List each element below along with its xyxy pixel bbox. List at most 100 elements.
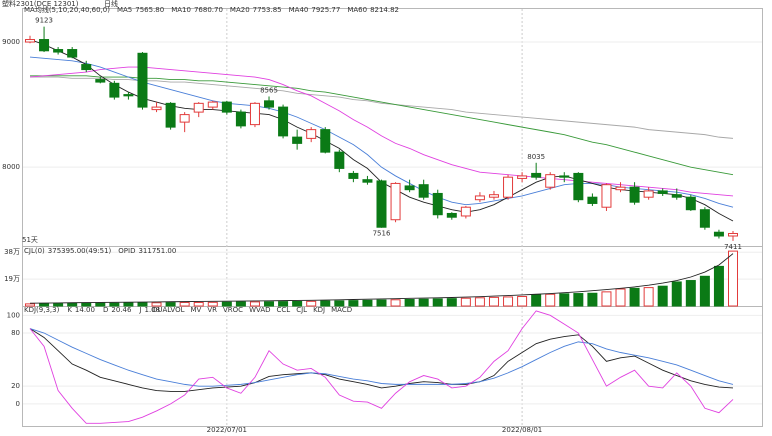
volume-bar [137, 302, 148, 307]
volume-bar [460, 297, 471, 307]
volume-bar [503, 296, 514, 307]
volume-bar [264, 301, 275, 307]
volume-bar [432, 298, 443, 307]
volume-bar [235, 301, 246, 307]
candle-body [151, 106, 162, 111]
kdj-line [29, 328, 734, 387]
volume-bar [559, 293, 570, 307]
y-tick-label: 9000 [2, 38, 20, 46]
volume-bar [629, 287, 640, 307]
volume-bar [545, 293, 556, 307]
y-tick-label: 0 [16, 400, 20, 408]
legend-text: 7925.77 [311, 6, 340, 14]
volume-bar [348, 300, 359, 307]
indicator-tab[interactable]: VR [207, 306, 217, 314]
candle-body [545, 174, 556, 188]
volume-bar [601, 291, 612, 307]
legend-text: OPID [118, 247, 135, 255]
candle-body [699, 209, 710, 228]
legend-text: 20.46 [111, 306, 132, 314]
volume-bar [95, 302, 106, 307]
y-tick-label: 80 [11, 329, 20, 337]
high-label: 8035 [527, 153, 545, 161]
volume-bar [587, 292, 598, 307]
volume-bar [671, 281, 682, 307]
volume-bar [657, 285, 668, 307]
indicator-tab[interactable]: WVAD [249, 306, 270, 314]
volume-bar [179, 301, 190, 307]
candle-body [320, 129, 331, 153]
candle-body [179, 114, 190, 123]
legend-text: 375395.00(49:51) [48, 247, 112, 255]
legend-text: KDJ(9,3,3) [24, 306, 60, 314]
volume-bar [25, 303, 35, 307]
kdj-line [29, 310, 734, 424]
legend-text: 14.00 [75, 306, 95, 314]
legend-text: 7753.85 [253, 6, 282, 14]
candle-body [404, 185, 415, 191]
volume-bar [249, 301, 260, 307]
candle-body [432, 192, 443, 216]
candle-body [292, 136, 303, 144]
indicator-tab[interactable]: VROC [223, 306, 243, 314]
candle-body [67, 49, 78, 58]
volume-bar [221, 301, 232, 307]
symbol: 塑料2301(DCE 12301) [2, 0, 79, 8]
volume-bar [193, 301, 204, 307]
volume-bar [728, 250, 738, 307]
indicator-tab[interactable]: DUALVOL [152, 306, 185, 314]
candle-body [446, 212, 457, 218]
y-tick-label: 38万 [4, 248, 20, 256]
high-label: 9123 [35, 17, 53, 25]
volume-bar [292, 300, 303, 307]
volume-bar [67, 302, 78, 307]
candle-body [615, 186, 626, 191]
candle-body [95, 79, 106, 83]
volume-bar [643, 287, 654, 307]
candle-body [573, 172, 584, 201]
candle-body [109, 82, 120, 98]
candle-body [376, 180, 387, 228]
legend-text: MA5 [117, 6, 132, 14]
volume-bar [207, 301, 218, 307]
candle-body [264, 100, 275, 108]
legend-text: 1.08 [144, 306, 160, 314]
legend-text: MA均线(5,10,20,40,60,0) [24, 5, 110, 14]
volume-bar [573, 293, 584, 307]
volume-bar [278, 301, 289, 307]
x-tick-label: 2022/07/01 [207, 426, 247, 434]
volume-bar [109, 302, 120, 307]
candle-body [474, 195, 485, 201]
low-label: 7516 [373, 230, 391, 238]
volume-bar [446, 298, 457, 307]
indicator-tab[interactable]: CCL [277, 306, 291, 314]
candle-body [334, 151, 345, 169]
candle-body [207, 101, 218, 108]
legend-text: MA10 [171, 6, 191, 14]
volume-bar [53, 303, 64, 307]
legend-text: 311751.00 [138, 247, 176, 255]
candle-body [587, 196, 598, 204]
y-tick-label: 100 [7, 311, 20, 319]
legend-text: MA20 [230, 6, 250, 14]
candle-body [390, 182, 401, 221]
candle-body [278, 106, 289, 137]
volume-bar [306, 300, 317, 307]
y-tick-label: 8000 [2, 163, 20, 171]
volume-bar [320, 300, 331, 307]
candle-body [685, 196, 696, 211]
indicator-tab[interactable]: CJL [296, 306, 307, 314]
candle-body [165, 102, 176, 128]
legend-text: K [67, 306, 72, 314]
volume-bar [488, 296, 499, 307]
indicator-tab[interactable]: MV [191, 306, 202, 314]
candle-body [137, 52, 148, 108]
indicator-tab[interactable]: KDJ [313, 306, 325, 314]
candle-body [460, 206, 471, 217]
volume-bar [39, 303, 50, 307]
high-label: 8565 [260, 86, 278, 94]
indicator-tab[interactable]: MACD [331, 306, 352, 314]
volume-bar [615, 288, 626, 307]
candle-body [418, 184, 429, 198]
candle-body [559, 175, 570, 178]
